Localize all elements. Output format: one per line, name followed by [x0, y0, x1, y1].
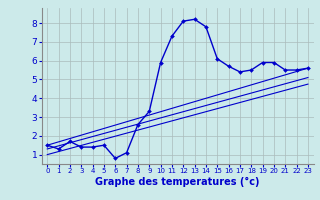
X-axis label: Graphe des temperatures (°c): Graphe des temperatures (°c): [95, 177, 260, 187]
